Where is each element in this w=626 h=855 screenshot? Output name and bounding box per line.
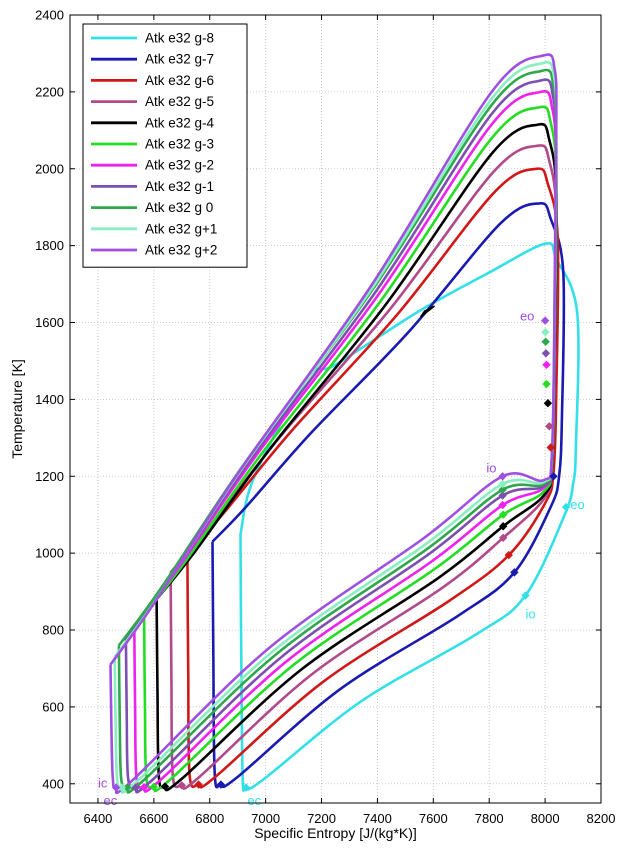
x-tick-label: 6600 [139, 811, 168, 826]
state-point-marker [510, 568, 519, 577]
state-point-marker [541, 337, 550, 346]
annotation-label: eo [570, 497, 584, 512]
legend: Atk e32 g-8 Atk e32 g-7 Atk e32 g-6 Atk e32… [82, 23, 248, 268]
plot-frame [69, 14, 602, 804]
y-tick-label: 800 [42, 623, 64, 638]
state-point-marker [139, 783, 149, 792]
annotation-label: io [486, 460, 496, 475]
state-point-marker [542, 360, 551, 369]
state-point-marker [498, 491, 507, 500]
state-point-marker [541, 349, 551, 358]
state-point-marker [498, 533, 508, 542]
x-tick-label: 8000 [531, 811, 560, 826]
state-point-marker [216, 780, 226, 789]
legend-label: Atk e32 g-2 [145, 158, 214, 173]
state-point-marker [498, 472, 507, 481]
annotation-label: ec [247, 793, 261, 808]
legend-label: Atk e32 g 0 [145, 200, 213, 215]
state-point-marker [160, 782, 170, 791]
x-tick-label: 6800 [195, 811, 224, 826]
state-point-marker [194, 780, 203, 789]
legend-label: Atk e32 g+1 [145, 221, 217, 236]
state-point-marker [498, 485, 507, 494]
annotation-layer: eo io eo io ic ec ec [98, 309, 585, 808]
annotation-label: ic [98, 776, 108, 791]
state-point-marker [498, 522, 508, 531]
x-tick-label: 7800 [475, 811, 504, 826]
y-tick-label: 1800 [35, 238, 64, 253]
legend-label: Atk e32 g-6 [145, 73, 214, 88]
legend-label: Atk e32 g-1 [145, 179, 214, 194]
state-point-marker [521, 591, 530, 600]
state-point-marker [561, 502, 571, 512]
y-tick-label: 2200 [35, 84, 64, 99]
legend-label: Atk e32 g-7 [145, 52, 214, 67]
state-point-marker [543, 399, 553, 408]
state-point-marker [177, 781, 186, 790]
x-tick-label: 7200 [307, 811, 336, 826]
y-tick-label: 1600 [35, 315, 64, 330]
state-point-marker [498, 510, 508, 519]
state-point-marker [504, 550, 513, 560]
y-tick-label: 400 [42, 776, 64, 791]
legend-label: Atk e32 g-4 [145, 115, 215, 130]
x-axis-label: Specific Entropy [J/(kg*K)] [254, 825, 417, 841]
state-point-marker [498, 500, 507, 510]
y-tick-label: 1200 [35, 469, 64, 484]
state-point-marker [149, 782, 159, 792]
x-tick-label: 7600 [419, 811, 448, 826]
state-point-marker [498, 479, 507, 489]
state-point-marker [241, 783, 251, 792]
tick-layer: 6400 6600 6800 7000 7200 7400 7600 7800 8000 8200… [35, 8, 615, 827]
y-axis-label: Temperature [K] [9, 359, 25, 459]
x-tick-label: 8200 [587, 811, 616, 826]
legend-box [82, 23, 248, 268]
state-point-marker [549, 472, 558, 481]
x-tick-label: 7000 [251, 811, 280, 826]
y-tick-label: 2000 [35, 161, 64, 176]
x-tick-label: 6400 [83, 811, 112, 826]
annotation-label: ec [104, 793, 118, 808]
annotation-label: eo [520, 309, 534, 324]
state-point-marker [545, 422, 554, 431]
y-tick-label: 600 [42, 699, 64, 714]
state-point-marker [540, 316, 550, 325]
state-point-marker [546, 443, 555, 452]
legend-label: Atk e32 g-3 [145, 137, 214, 152]
state-point-marker [541, 327, 550, 337]
marker-layer [111, 305, 571, 792]
state-point-marker [117, 783, 126, 792]
y-tick-label: 2400 [35, 8, 64, 23]
state-point-marker [131, 783, 140, 792]
direction-arrow [419, 305, 435, 318]
annotation-label: io [526, 606, 536, 621]
y-tick-label: 1400 [35, 392, 64, 407]
state-point-marker [111, 783, 121, 792]
x-tick-label: 7400 [363, 811, 392, 826]
state-point-marker [542, 379, 551, 389]
legend-label: Atk e32 g+2 [145, 243, 217, 258]
state-point-marker [123, 783, 132, 792]
legend-label: Atk e32 g-5 [145, 94, 214, 109]
y-tick-label: 1000 [35, 546, 64, 561]
legend-label: Atk e32 g-8 [145, 31, 214, 46]
